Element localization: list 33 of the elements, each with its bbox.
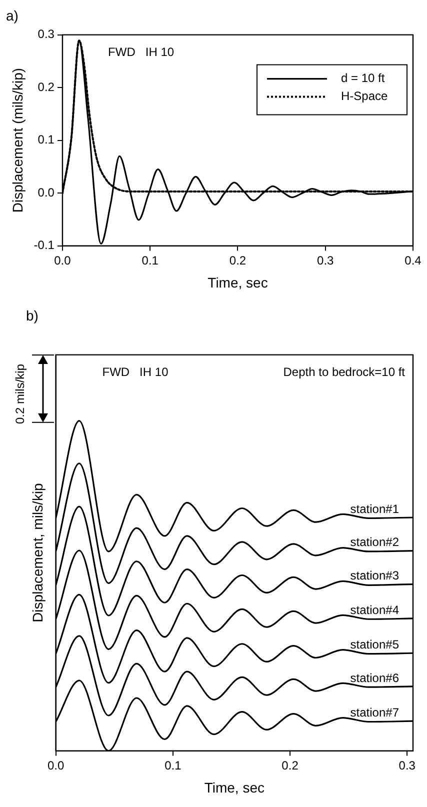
x-tick-label: 0.0 (54, 253, 72, 268)
y-tick-label: 0.3 (38, 27, 55, 42)
series-label: station#5 (350, 637, 400, 652)
x-tick-label: 0.3 (398, 758, 416, 772)
series-label: station#6 (350, 670, 400, 685)
x-tick-label: 0.1 (142, 253, 159, 268)
x-axis-title: Time, sec (204, 779, 264, 796)
y-tick-label: -0.1 (34, 238, 55, 252)
annotation: FWD IH 10 (108, 45, 174, 60)
legend-label: d = 10 ft (341, 71, 386, 86)
y-axis-title: Displacement, mils/kip (29, 482, 46, 622)
series-label: station#7 (350, 705, 400, 720)
chart-title: b) (26, 307, 38, 324)
chart-title: a) (6, 7, 18, 24)
y-tick-label: 0.1 (38, 132, 55, 147)
series-label: station#3 (350, 568, 400, 582)
text: Depth to bedrock=10 ft (283, 365, 406, 380)
x-tick-label: 0.1 (164, 758, 182, 772)
text: FWD IH 10 (102, 365, 169, 380)
x-tick-label: 0.4 (404, 253, 422, 268)
x-tick-label: 0.2 (282, 758, 299, 772)
y-tick-label: 0.0 (38, 185, 55, 200)
series-label: station#2 (350, 535, 400, 550)
series-label: station#1 (350, 502, 400, 516)
legend-label: H-Space (341, 89, 388, 104)
y-axis-title: Displacement (mils/kip) (9, 68, 26, 213)
x-axis-title: Time, sec (208, 274, 268, 290)
y-tick-label: 0.2 (38, 80, 55, 94)
text: 0.2 mils/kip (12, 364, 27, 424)
x-tick-label: 0.0 (47, 758, 64, 772)
x-tick-label: 0.2 (229, 253, 246, 268)
series-label: station#4 (350, 602, 400, 617)
x-tick-label: 0.3 (317, 253, 334, 268)
